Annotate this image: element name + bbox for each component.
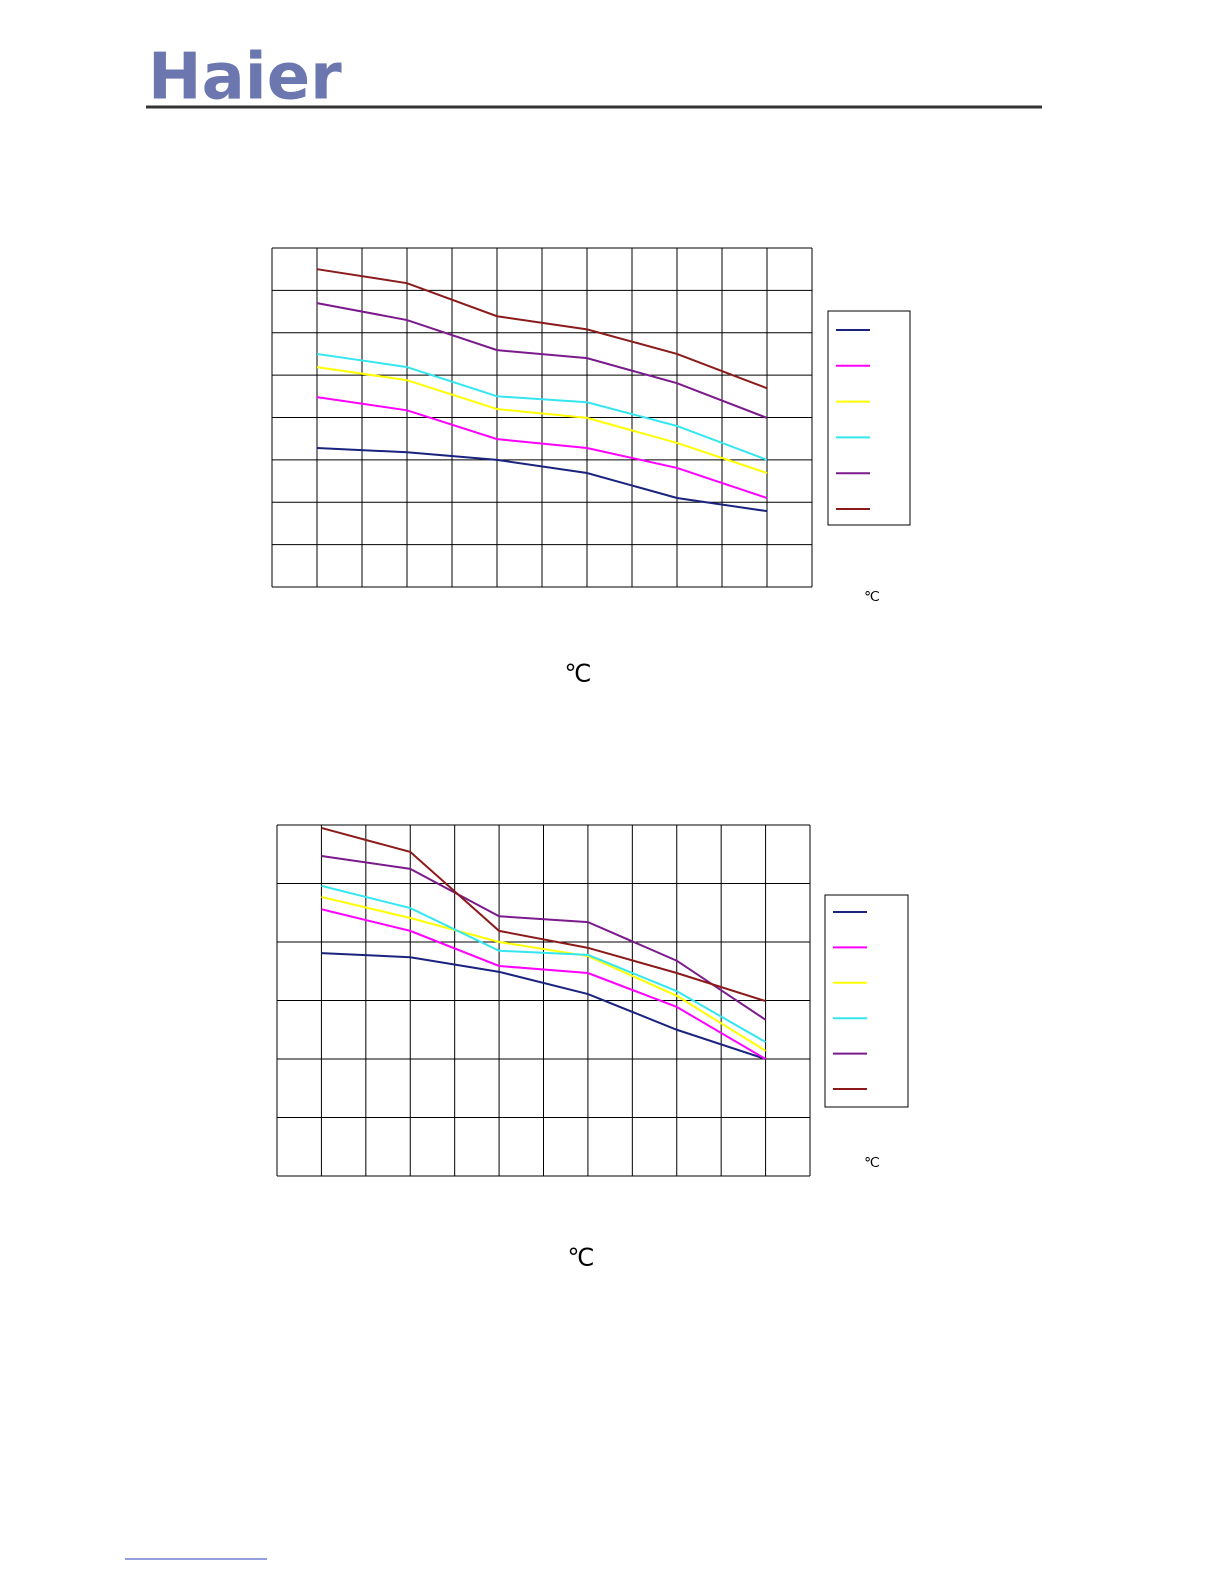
series-line (321, 952, 766, 1060)
series-line (321, 855, 767, 1021)
series-line (321, 884, 767, 1043)
x-axis-label: ℃ (568, 1246, 595, 1272)
x-axis-label: ℃ (565, 662, 592, 688)
series-line (321, 895, 767, 1052)
legend-box (827, 310, 911, 526)
legend-unit: ℃ (864, 1156, 880, 1171)
series-line (316, 268, 768, 390)
legend-unit: ℃ (864, 590, 880, 605)
series-line (321, 826, 766, 1003)
series-line (321, 908, 767, 1060)
series-line (316, 352, 768, 461)
series-line (316, 447, 768, 513)
logo: Haier (148, 41, 342, 115)
series-line (316, 366, 768, 474)
legend-box (824, 894, 909, 1108)
series-line (316, 396, 768, 499)
series-line (316, 302, 768, 419)
